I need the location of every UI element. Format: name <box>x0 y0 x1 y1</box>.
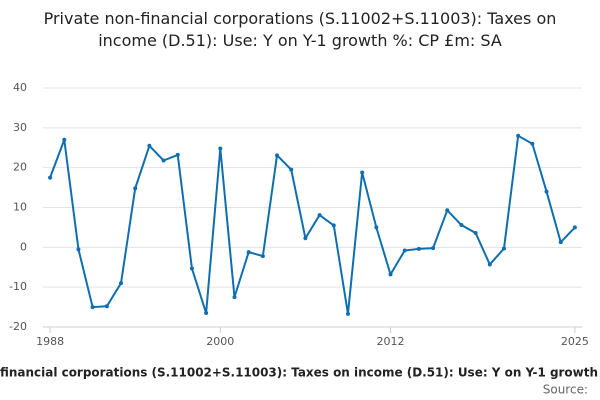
point <box>501 246 506 251</box>
point <box>133 186 138 191</box>
point <box>275 153 280 158</box>
point <box>487 262 492 267</box>
y-tick-label: -10 <box>9 280 27 293</box>
point <box>516 133 521 138</box>
point <box>374 225 379 230</box>
footer-label: financial corporations (S.11002+S.11003)… <box>0 366 598 380</box>
point <box>360 170 365 175</box>
point <box>232 295 237 300</box>
y-tick-label: -20 <box>9 320 27 333</box>
point <box>558 240 563 245</box>
point <box>303 236 308 241</box>
point <box>90 305 95 310</box>
point <box>402 248 407 253</box>
point <box>445 208 450 213</box>
point <box>416 246 421 251</box>
chart-title: Private non-financial corporations (S.11… <box>43 9 557 50</box>
point <box>260 254 265 259</box>
point <box>246 250 251 255</box>
point <box>48 175 53 180</box>
x-tick-label: 2012 <box>377 335 405 348</box>
point <box>147 143 152 148</box>
x-tick-label: 2000 <box>206 335 234 348</box>
point <box>459 223 464 228</box>
point <box>572 225 577 230</box>
point <box>289 167 294 172</box>
point <box>104 304 109 309</box>
point <box>345 311 350 316</box>
point <box>76 247 81 252</box>
y-tick-label: 20 <box>13 161 27 174</box>
x-tick-label: 2025 <box>561 335 589 348</box>
y-tick-label: 40 <box>13 81 27 94</box>
x-tick-label: 1988 <box>36 335 64 348</box>
y-tick-label: 30 <box>13 121 27 134</box>
point <box>119 281 124 286</box>
source-label: Source: <box>543 383 588 397</box>
point <box>175 152 180 157</box>
point <box>204 311 209 316</box>
point <box>544 189 549 194</box>
point <box>530 141 535 146</box>
point <box>331 223 336 228</box>
point <box>317 213 322 218</box>
point <box>218 146 223 151</box>
line <box>49 134 576 315</box>
point <box>62 137 67 142</box>
y-tick-label: 10 <box>13 201 27 214</box>
point <box>189 266 194 271</box>
point <box>431 246 436 251</box>
y-tick-label: 0 <box>20 240 27 253</box>
point <box>161 158 166 163</box>
point <box>473 230 478 235</box>
point <box>388 272 393 277</box>
